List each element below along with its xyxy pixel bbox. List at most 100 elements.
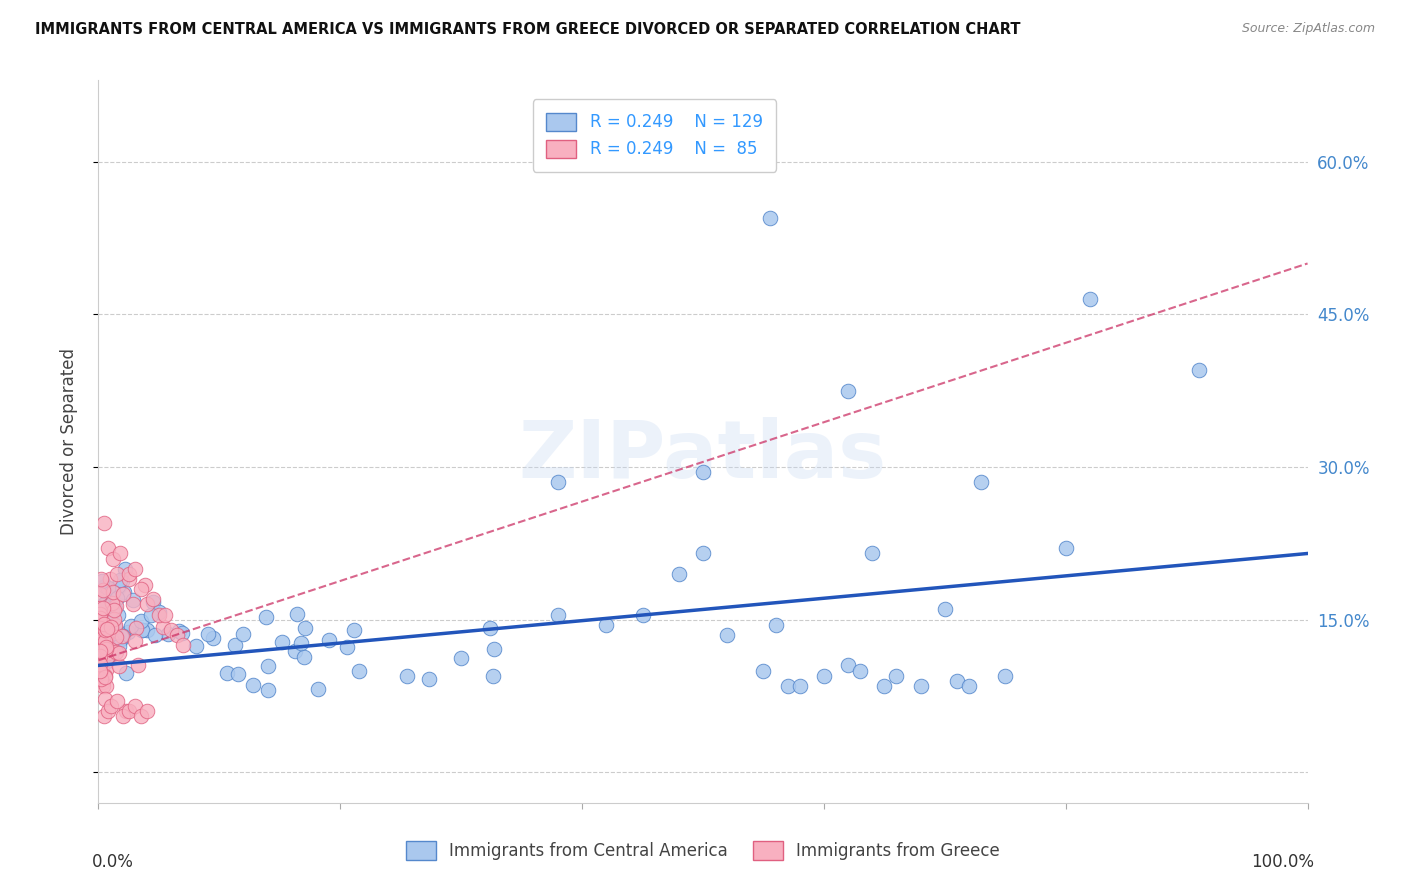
Point [107, 579, 129, 593]
Point [197, 626, 219, 640]
Point [110, 632, 132, 647]
Point [93, 669, 115, 683]
Point [89, 607, 111, 622]
Point [254, 610, 277, 624]
Point [93, 634, 115, 648]
Point [94, 640, 117, 654]
Point [134, 578, 156, 592]
Point [450, 651, 472, 665]
Point [90, 632, 112, 647]
Point [89, 587, 111, 601]
Point [849, 664, 872, 678]
Point [129, 709, 152, 723]
Point [90, 672, 112, 686]
Point [108, 574, 131, 588]
Point [292, 650, 315, 665]
Point [89, 644, 111, 658]
Point [111, 574, 134, 589]
Point [98, 600, 121, 615]
Point [318, 633, 340, 648]
Point [93, 579, 115, 593]
Point [89, 657, 111, 672]
Point [860, 546, 883, 560]
Point [103, 626, 125, 640]
Point [96, 655, 118, 669]
Point [813, 668, 835, 682]
Point [336, 640, 359, 654]
Point [91, 674, 114, 689]
Text: 0.0%: 0.0% [93, 854, 134, 871]
Point [105, 591, 128, 605]
Point [789, 679, 811, 693]
Point [101, 634, 124, 648]
Point [96, 649, 118, 664]
Point [152, 620, 174, 634]
Point [129, 582, 152, 596]
Point [170, 626, 193, 640]
Point [93, 516, 115, 530]
Point [125, 621, 148, 635]
Y-axis label: Divorced or Separated: Divorced or Separated [59, 348, 77, 535]
Point [294, 621, 316, 635]
Point [89, 611, 111, 625]
Point [98, 610, 121, 624]
Point [112, 584, 135, 599]
Point [242, 678, 264, 692]
Point [418, 672, 440, 686]
Point [110, 629, 132, 643]
Point [121, 593, 143, 607]
Point [101, 640, 124, 655]
Point [93, 617, 115, 632]
Point [120, 619, 142, 633]
Point [89, 632, 111, 646]
Point [228, 666, 250, 681]
Point [94, 596, 117, 610]
Point [91, 574, 114, 588]
Point [1054, 541, 1077, 556]
Point [994, 668, 1017, 682]
Point [91, 601, 114, 615]
Point [97, 625, 120, 640]
Point [96, 608, 118, 623]
Point [89, 627, 111, 641]
Point [136, 623, 159, 637]
Point [97, 541, 120, 556]
Point [169, 624, 191, 638]
Point [153, 607, 176, 622]
Point [89, 613, 111, 627]
Point [97, 704, 120, 718]
Point [127, 658, 149, 673]
Point [89, 581, 111, 595]
Point [957, 679, 980, 693]
Point [166, 628, 188, 642]
Point [692, 546, 714, 560]
Legend: Immigrants from Central America, Immigrants from Greece: Immigrants from Central America, Immigra… [399, 835, 1007, 867]
Point [692, 465, 714, 479]
Point [232, 627, 254, 641]
Point [1188, 363, 1211, 377]
Point [97, 610, 120, 624]
Point [98, 620, 121, 634]
Point [970, 475, 993, 490]
Point [103, 603, 125, 617]
Point [94, 624, 117, 638]
Point [97, 582, 120, 596]
Point [104, 618, 127, 632]
Point [117, 624, 139, 639]
Point [94, 642, 117, 657]
Point [96, 632, 118, 647]
Point [90, 572, 112, 586]
Point [111, 629, 134, 643]
Point [307, 681, 329, 696]
Point [108, 639, 131, 653]
Point [98, 642, 121, 657]
Point [89, 621, 111, 635]
Point [94, 664, 117, 678]
Point [160, 623, 183, 637]
Point [96, 618, 118, 632]
Point [89, 623, 111, 637]
Point [142, 592, 165, 607]
Point [148, 607, 170, 622]
Point [184, 639, 207, 653]
Point [94, 615, 117, 629]
